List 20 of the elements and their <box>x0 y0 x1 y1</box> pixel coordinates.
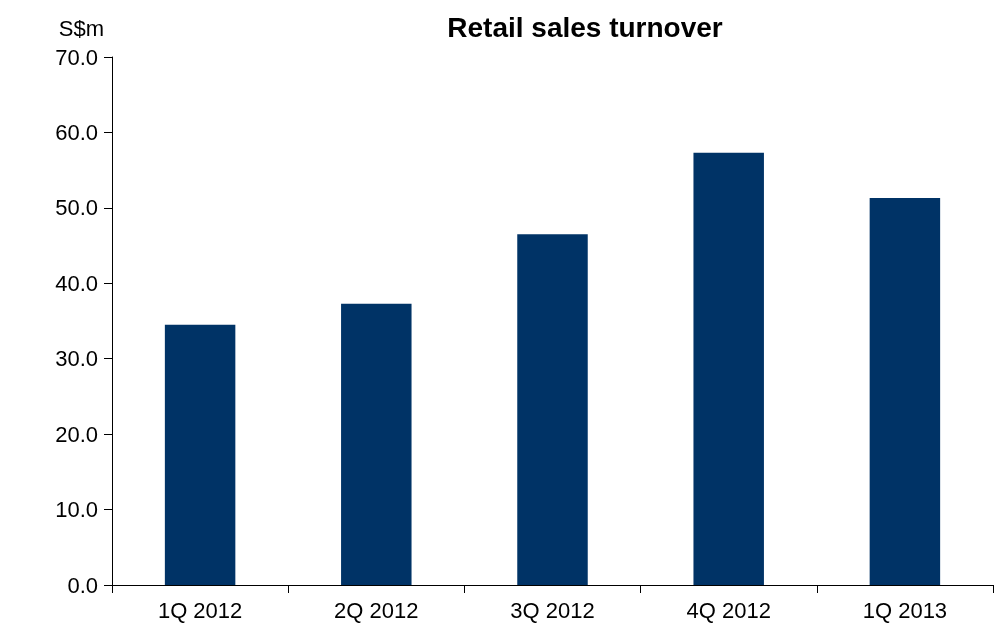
y-tick-label: 10.0 <box>55 497 98 523</box>
y-tick-label: 60.0 <box>55 119 98 145</box>
y-tick-label: 50.0 <box>55 195 98 221</box>
bar <box>341 303 412 585</box>
bar <box>693 152 764 585</box>
chart-title: Retail sales turnover <box>447 11 723 43</box>
x-tick-label: 1Q 2012 <box>157 597 243 623</box>
bar <box>869 198 941 585</box>
y-tick-label: 30.0 <box>55 346 98 372</box>
x-tick-label: 3Q 2012 <box>510 597 595 623</box>
x-tick-label: 4Q 2012 <box>686 597 771 623</box>
y-tick-label: 40.0 <box>55 270 98 296</box>
x-tick-label: 2Q 2012 <box>334 597 419 623</box>
y-tick-label: 20.0 <box>55 421 98 447</box>
y-axis-title: S$m <box>58 15 104 41</box>
bar <box>517 234 588 585</box>
y-tick-label: 0.0 <box>67 572 98 598</box>
y-tick-label: 70.0 <box>55 44 98 70</box>
bar <box>164 324 236 585</box>
x-tick-label: 1Q 2013 <box>862 597 948 623</box>
